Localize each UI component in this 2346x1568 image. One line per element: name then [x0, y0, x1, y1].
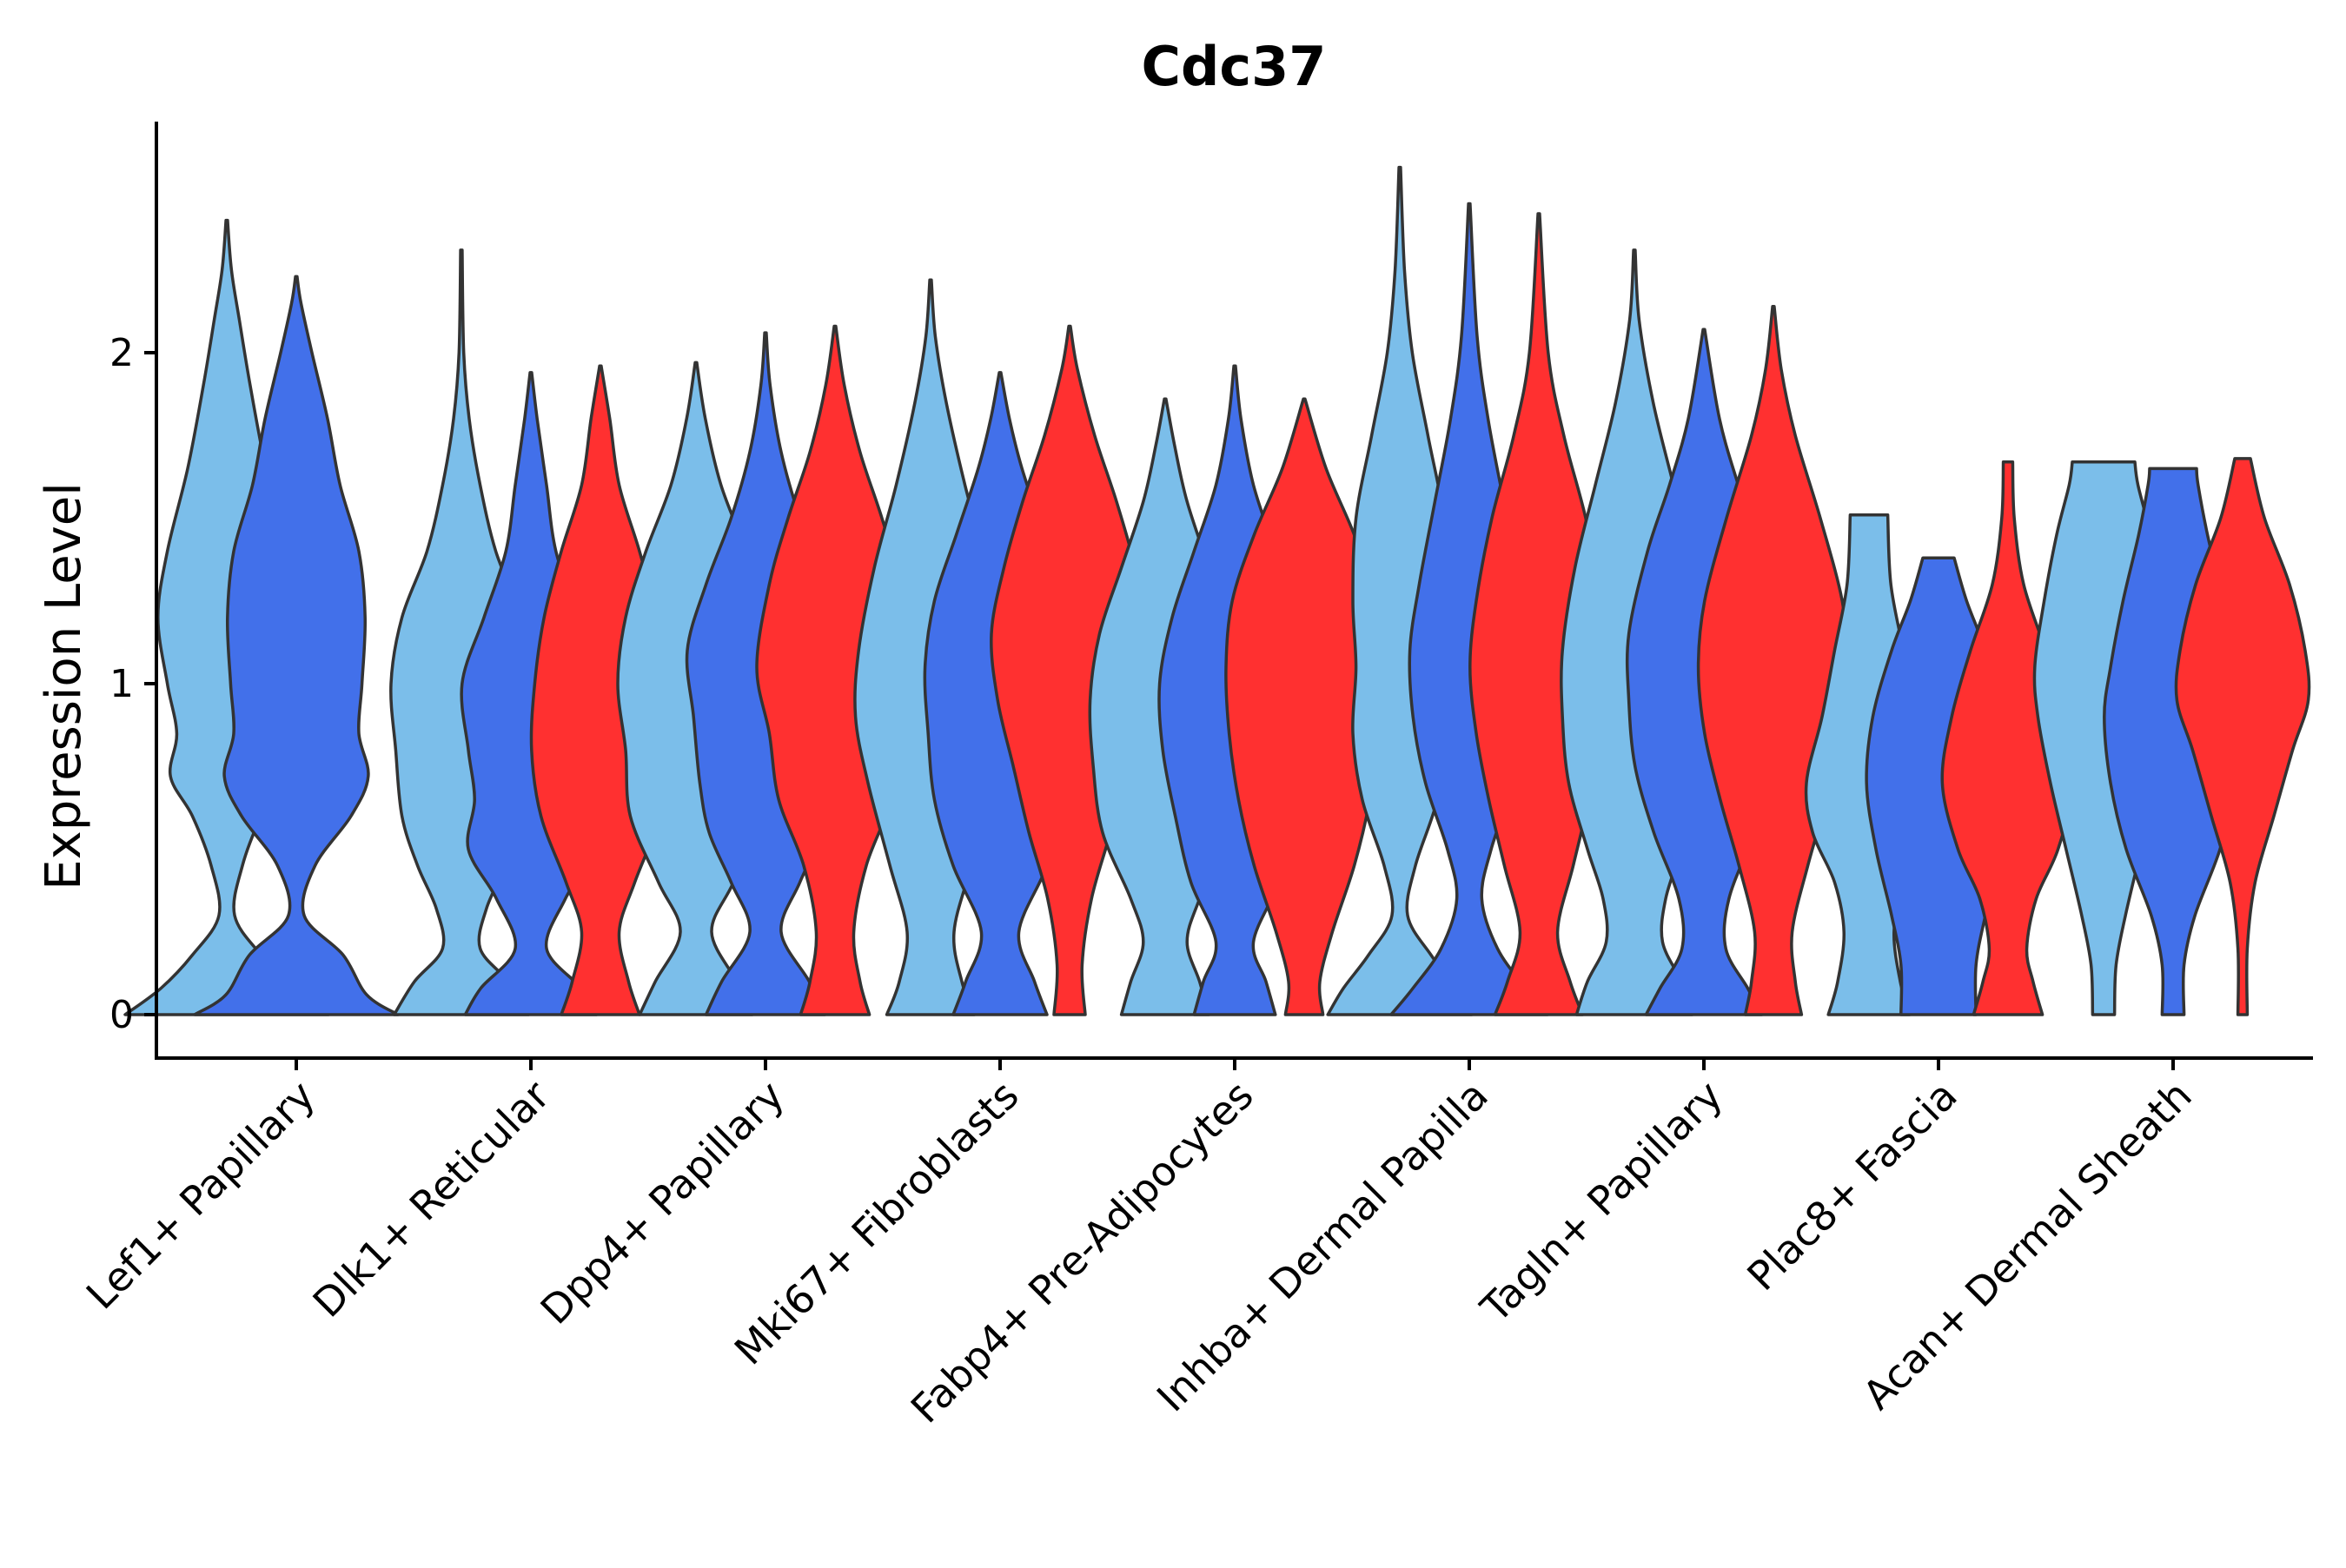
y-tick-label-2: 2: [109, 331, 134, 375]
x-tick-label-plac8-fascia: Plac8+ Fascia: [1738, 1072, 1965, 1300]
violin-acan-dermal-sheath-group-3: [2174, 457, 2311, 1016]
x-tick-label-tagln-papillary: Tagln+ Papillary: [1471, 1072, 1732, 1333]
y-tick-label-1: 1: [109, 662, 134, 706]
violin-fabp4-pre-adipocytes-group-3: [1224, 397, 1384, 1016]
x-tick-label-lef1-papillary: Lef1+ Papillary: [77, 1072, 324, 1319]
chart-title: Cdc37: [1142, 35, 1327, 98]
x-tick-label-dlk1-reticular: Dlk1+ Reticular: [304, 1072, 559, 1327]
y-axis-label: Expression Level: [36, 482, 92, 890]
x-tick-label-dpp4-papillary: Dpp4+ Papillary: [532, 1072, 793, 1333]
y-ticks: 0 1 2: [109, 331, 156, 1037]
violin-plac8-fascia-group-3: [1940, 460, 2076, 1016]
violin-lef1-papillary-group-2: [193, 275, 400, 1016]
violins-layer: [123, 165, 2311, 1016]
y-tick-label-0: 0: [109, 993, 134, 1037]
